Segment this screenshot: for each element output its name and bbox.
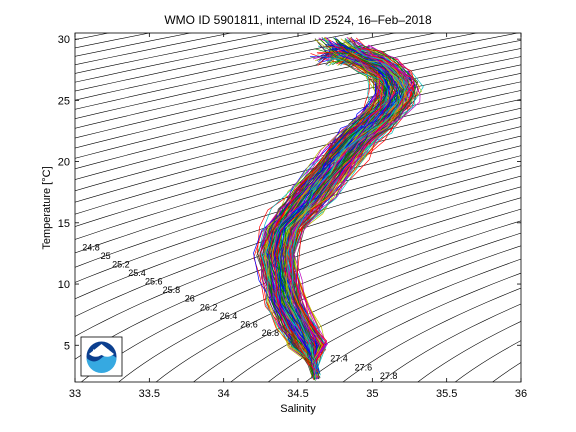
- isopycnal-line: [75, 33, 192, 57]
- isopycnal-line: [75, 33, 152, 49]
- isopycnal-line: [75, 48, 521, 149]
- isopycnal-label: 27.8: [380, 371, 398, 381]
- isopycnal-line: [342, 287, 521, 382]
- profile-line: [268, 39, 388, 376]
- isopycnal-label: 26.2: [200, 302, 218, 312]
- isopycnal-line: [75, 155, 521, 300]
- chart-title: WMO ID 5901811, internal ID 2524, 16–Feb…: [164, 13, 432, 27]
- isopycnal-line: [75, 33, 438, 110]
- profile-line: [284, 59, 404, 378]
- isopycnal-line: [75, 39, 521, 139]
- isopycnal-line: [75, 33, 356, 92]
- isopycnal-line: [118, 208, 521, 382]
- y-tick-label: 30: [58, 34, 70, 46]
- isopycnal-label: 25.4: [128, 268, 146, 278]
- isopycnal-line: [454, 340, 521, 382]
- isopycnal-line: [267, 258, 521, 382]
- isopycnal-line: [559, 27, 576, 388]
- profile-line: [267, 36, 382, 377]
- isopycnal-label: 25: [101, 251, 111, 261]
- profile-line: [286, 51, 409, 376]
- x-tick-label: 33: [69, 388, 81, 400]
- x-axis-ticks: 33 33.5 34 34.5 35 35.5 36: [69, 33, 527, 400]
- isopycnal-line: [75, 33, 111, 40]
- x-tick-label: 35.5: [436, 388, 457, 400]
- x-tick-label: 33.5: [139, 388, 160, 400]
- isopycnal-line: [75, 33, 479, 119]
- profile-line: [290, 36, 419, 374]
- isopycnal-line: [379, 303, 521, 382]
- svg-text:NOAA: NOAA: [93, 350, 111, 356]
- x-tick-label: 34.5: [287, 388, 308, 400]
- isopycnal-line: [305, 272, 521, 382]
- isopycnal-line: [75, 81, 521, 192]
- y-axis-label: Temperature [°C]: [41, 166, 53, 249]
- isopycnal-line: [75, 107, 521, 227]
- profile-line: [290, 53, 410, 375]
- profile-line: [262, 55, 389, 375]
- noaa-logo: NOAA: [80, 336, 123, 377]
- isopycnal-label: 27.4: [330, 354, 348, 364]
- isopycnal-line: [75, 33, 233, 66]
- profile-line: [280, 42, 398, 376]
- y-tick-label: 10: [58, 279, 70, 291]
- y-tick-label: 5: [64, 340, 70, 352]
- profile-line: [288, 36, 421, 375]
- y-tick-label: 25: [58, 95, 70, 107]
- isopycnal-line: [75, 175, 521, 337]
- x-tick-label: 36: [515, 388, 527, 400]
- isopycnal-label: 26.4: [220, 311, 238, 321]
- y-tick-label: 15: [58, 218, 70, 230]
- isopycnal-label: 27.6: [355, 362, 373, 372]
- isopycnal-line: [75, 98, 521, 215]
- isopycnal-label: 26: [185, 294, 195, 304]
- isopycnal-line: [75, 33, 397, 101]
- isopycnal-label: 26.6: [240, 319, 258, 329]
- isopycnal-line: [75, 135, 521, 268]
- isopycnal-label: 26.8: [262, 328, 280, 338]
- isopycnal-line: [75, 186, 521, 360]
- isopycnal-line: [75, 165, 521, 317]
- profile-line: [289, 48, 415, 373]
- profile-line: [273, 37, 391, 375]
- isopycnal-line: [75, 126, 521, 254]
- isopycnal-label: 25.6: [145, 277, 163, 287]
- x-tick-label: 34: [218, 388, 230, 400]
- isopycnal-line: [75, 33, 520, 129]
- isopycnal-line: [75, 72, 521, 180]
- isopycnal-label: 25.2: [112, 259, 130, 269]
- isopycnal-line: [75, 116, 521, 240]
- isopycnal-line: [492, 362, 521, 382]
- profile-line: [281, 39, 399, 381]
- x-axis-label: Salinity: [280, 403, 316, 415]
- y-tick-label: 20: [58, 157, 70, 169]
- isopycnal-label: 25.8: [163, 285, 181, 295]
- profile-lines: [253, 36, 424, 381]
- profile-line: [269, 46, 384, 373]
- isopycnal-line: [417, 321, 521, 382]
- isopycnal-label: 24.8: [82, 242, 100, 252]
- isopycnal-line: [155, 220, 521, 382]
- isopycnal-line: [0, 27, 17, 388]
- x-tick-label: 35: [366, 388, 378, 400]
- isopycnal-line: [522, 27, 576, 388]
- isopycnal-line: [80, 197, 521, 382]
- y-axis-ticks: 5 10 15 20 25 30: [58, 34, 521, 352]
